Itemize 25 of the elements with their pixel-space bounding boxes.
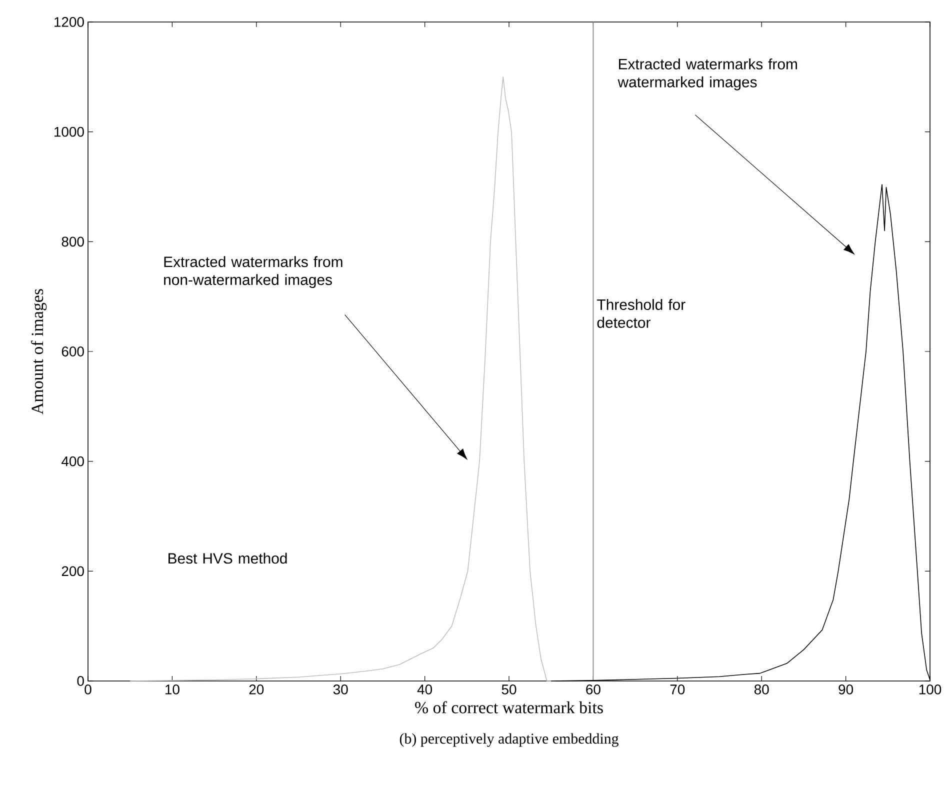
x-tick-label: 60	[586, 684, 600, 694]
y-tick-label: 600	[62, 346, 84, 356]
y-tick-label: 1200	[54, 17, 84, 27]
y-tick-label: 1000	[54, 126, 84, 137]
x-tick-label: 20	[249, 684, 264, 694]
x-tick-label: 100	[919, 684, 942, 694]
x-tick-label: 40	[417, 684, 432, 694]
annotation: Best HVS method	[168, 552, 287, 564]
annotation: Extracted watermarks from watermarked images	[618, 58, 797, 90]
x-tick-label: 80	[754, 684, 769, 694]
x-tick-label: 90	[838, 684, 854, 694]
ref-line-label: Threshold for detector	[597, 299, 686, 328]
y-tick-label: 400	[62, 456, 84, 466]
y-tick-label: 200	[62, 566, 84, 576]
annotation: Extracted watermarks from non-watermarked images	[164, 256, 342, 288]
x-tick-label: 50	[502, 684, 516, 694]
x-tick-label: 10	[166, 684, 180, 694]
y-tick-label: 800	[62, 236, 84, 247]
y-tick-label: 0	[77, 676, 84, 686]
y-axis-title: Amount of images	[31, 289, 47, 414]
x-axis-title: % of correct watermark bits	[415, 701, 603, 714]
text: (b) perceptively adaptive embedding	[400, 733, 619, 747]
x-tick-label: 0	[84, 684, 92, 694]
x-tick-label: 30	[333, 684, 348, 694]
x-tick-label: 70	[670, 684, 685, 694]
